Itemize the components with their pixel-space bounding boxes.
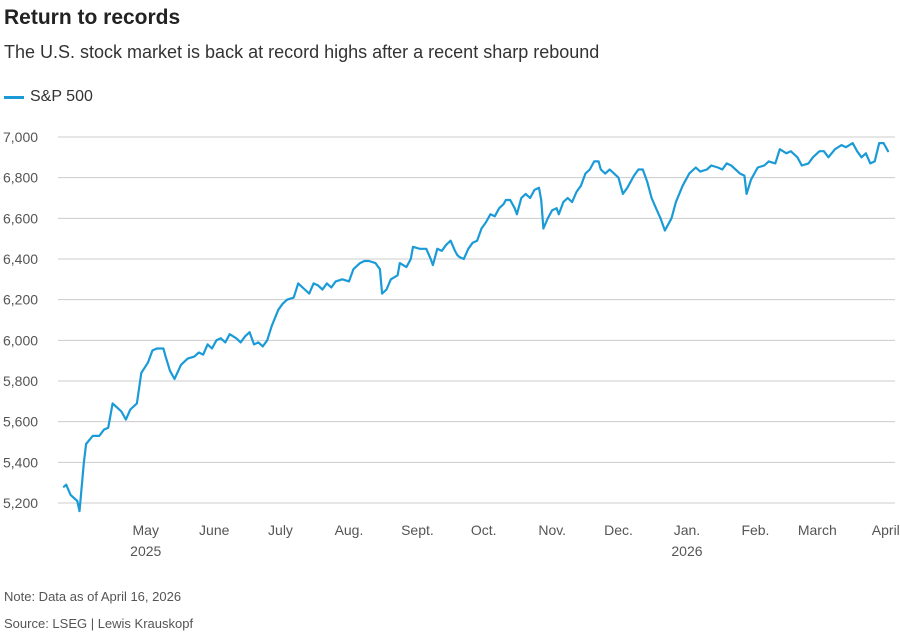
y-grid	[58, 136, 895, 504]
y-tick-label: 7,000	[3, 129, 38, 145]
series-line-sp500	[62, 142, 890, 513]
x-tick-label: Nov.	[538, 522, 566, 538]
y-tick-label: 5,800	[3, 373, 38, 389]
x-tick-label: Feb.	[741, 522, 769, 538]
source-credit: Source: LSEG | Lewis Krauskopf	[4, 616, 194, 631]
y-tick-label: 5,400	[3, 454, 38, 470]
y-tick-label: 6,600	[3, 210, 38, 226]
y-tick-label: 6,000	[3, 332, 38, 348]
x-tick-label: Dec.	[604, 522, 633, 538]
y-axis-labels: 5,200 5,400 5,600 5,800 6,000 6,200 6,400 6,600…	[3, 129, 38, 511]
legend-swatch	[4, 95, 24, 99]
x-tick-label: April	[872, 522, 900, 538]
x-tick-label: Sept.	[401, 522, 434, 538]
line-chart: 5,200 5,400 5,600 5,800 6,000 6,200 6,400 6,600…	[3, 129, 900, 559]
y-tick-label: 6,200	[3, 292, 38, 308]
y-tick-label: 6,800	[3, 170, 38, 186]
y-tick-label: 6,400	[3, 251, 38, 267]
legend: S&P 500	[4, 88, 93, 106]
chart-title: Return to records	[4, 6, 181, 29]
x-tick-label: May	[133, 522, 159, 538]
legend-label: S&P 500	[30, 88, 93, 105]
footnote: Note: Data as of April 16, 2026	[4, 589, 182, 604]
x-tick-label: Aug.	[335, 522, 364, 538]
y-tick-label: 5,200	[3, 495, 38, 511]
y-tick-label: 5,600	[3, 414, 38, 430]
x-tick-label: Oct.	[471, 522, 497, 538]
x-axis-labels: May 2025 June July Aug. Sept. Oct. Nov. Dec. Jan.…	[130, 522, 900, 559]
x-tick-year-label: 2025	[130, 543, 161, 559]
x-tick-label: June	[199, 522, 230, 538]
x-tick-label: Jan.	[674, 522, 700, 538]
x-tick-label: March	[798, 522, 837, 538]
chart-subtitle: The U.S. stock market is back at record …	[4, 42, 600, 62]
x-tick-label: July	[268, 522, 293, 538]
x-tick-year-label: 2026	[671, 543, 702, 559]
